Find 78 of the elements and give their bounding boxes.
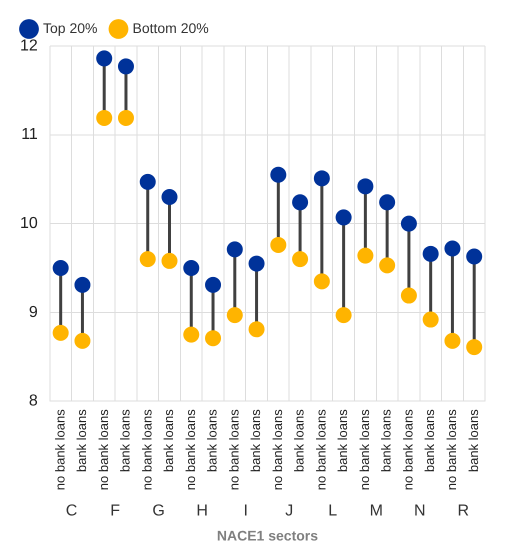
point (96, 110, 112, 126)
point (379, 257, 396, 274)
x-tick-label: no bank loans (139, 408, 154, 490)
point (226, 241, 243, 258)
x-tick-label: no bank loans (356, 408, 372, 490)
x-tick-label: bank loans (204, 408, 220, 472)
point (270, 236, 286, 253)
x-tick-label: no bank loans (444, 408, 460, 490)
x-tick-label: no bank loans (313, 408, 328, 490)
x-tick-label: bank loans (248, 408, 264, 472)
y-tick-label: 10 (20, 215, 38, 232)
x-tick-label: bank loans (335, 408, 350, 472)
text: I (243, 502, 248, 520)
y-tick-label: 9 (28, 304, 38, 321)
x-tick-label: bank loans (422, 408, 438, 472)
text: J (285, 502, 294, 520)
point (74, 332, 90, 349)
point (314, 273, 330, 290)
legend-label: Top 20% (43, 20, 98, 36)
x-tick-label: no bank loans (226, 408, 242, 490)
point (183, 260, 200, 276)
y-tick-label: 12 (20, 37, 38, 54)
x-tick-label: bank loans (292, 408, 307, 472)
point (466, 339, 482, 356)
point (400, 288, 417, 304)
point (226, 307, 243, 324)
x-tick-label: no bank loans (270, 408, 285, 490)
point (379, 194, 396, 210)
point (74, 276, 90, 293)
text: C (66, 502, 78, 520)
point (205, 276, 222, 293)
point (444, 332, 460, 349)
point (444, 240, 460, 256)
x-tick-label: no bank loans (52, 408, 68, 490)
x-tick-label: bank loans (161, 408, 176, 472)
point (183, 326, 200, 343)
point (466, 248, 482, 264)
point (52, 260, 69, 276)
text: M (370, 502, 383, 520)
text: R (458, 502, 470, 520)
point (314, 170, 330, 186)
y-tick-label: 11 (21, 126, 38, 144)
point (336, 307, 352, 324)
point (422, 312, 439, 328)
point (248, 256, 265, 272)
point (357, 248, 374, 264)
text: F (110, 502, 120, 520)
point (422, 246, 439, 262)
point (162, 188, 178, 205)
x-axis-title: NACE1 sectors (216, 527, 318, 544)
point (292, 251, 308, 268)
x-tick-label: no bank loans (182, 408, 198, 490)
point (248, 321, 265, 338)
point (118, 110, 134, 126)
x-tick-label: bank loans (466, 408, 481, 472)
point (118, 58, 134, 74)
point (96, 50, 112, 66)
point (140, 251, 156, 268)
point (270, 166, 286, 183)
text: N (414, 502, 426, 520)
text: G (152, 502, 165, 520)
x-tick-label: bank loans (378, 408, 394, 472)
y-tick-label: 8 (28, 392, 38, 410)
text: L (328, 502, 338, 520)
point (140, 174, 156, 190)
point (292, 194, 308, 210)
point (52, 324, 69, 341)
point (336, 209, 352, 226)
text: H (196, 502, 208, 520)
x-tick-label: bank loans (74, 408, 90, 472)
point (205, 330, 222, 346)
legend-label: Bottom 20% (132, 20, 209, 36)
x-tick-label: bank loans (118, 408, 133, 472)
point (162, 252, 178, 269)
x-tick-label: no bank loans (400, 408, 416, 490)
x-tick-label: no bank loans (96, 408, 111, 490)
point (400, 216, 417, 232)
point (357, 178, 374, 194)
